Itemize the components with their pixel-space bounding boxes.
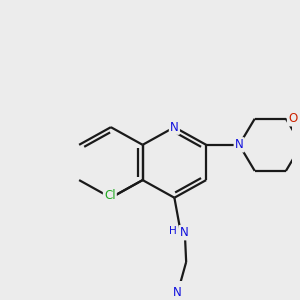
Text: N: N <box>235 138 244 151</box>
Text: O: O <box>288 112 297 125</box>
Text: N: N <box>173 286 182 299</box>
Text: N: N <box>180 226 188 239</box>
Text: H: H <box>169 226 176 236</box>
Text: Cl: Cl <box>104 189 116 202</box>
Text: N: N <box>170 121 179 134</box>
